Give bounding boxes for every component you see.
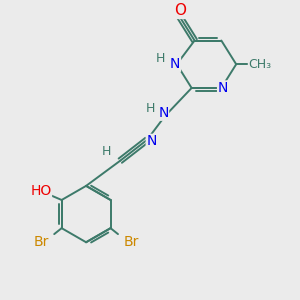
Text: H: H	[156, 52, 165, 65]
Text: N: N	[170, 57, 181, 71]
Text: N: N	[158, 106, 169, 120]
Text: H: H	[102, 145, 112, 158]
Text: CH₃: CH₃	[248, 58, 272, 71]
Text: H: H	[145, 102, 155, 115]
Text: Br: Br	[33, 235, 49, 248]
Text: Br: Br	[124, 235, 139, 248]
Text: O: O	[174, 3, 186, 18]
Text: HO: HO	[30, 184, 52, 198]
Text: N: N	[146, 134, 157, 148]
Text: N: N	[218, 81, 228, 95]
